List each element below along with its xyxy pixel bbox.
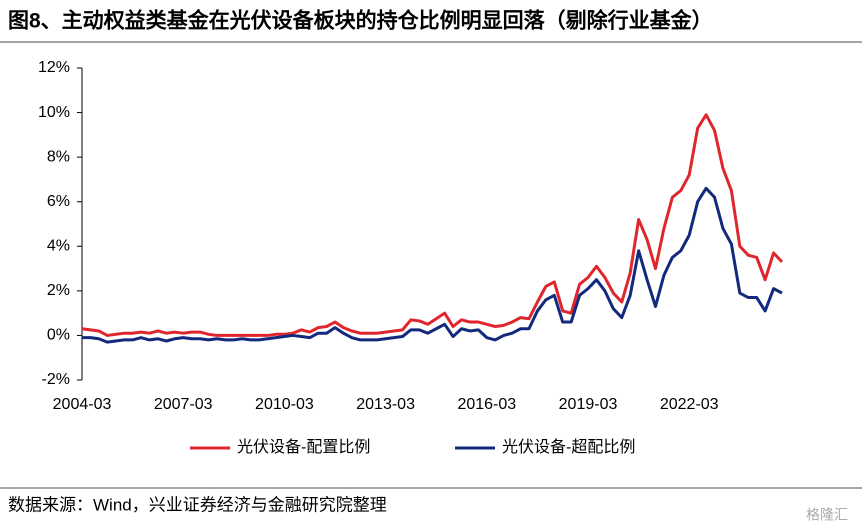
y-tick-label: 2%	[47, 282, 70, 299]
x-tick-label: 2010-03	[255, 396, 314, 413]
y-tick-label: 0%	[47, 327, 70, 344]
y-tick-label: -2%	[42, 371, 70, 388]
y-tick-label: 6%	[47, 193, 70, 210]
legend-label: 光伏设备-超配比例	[502, 438, 635, 456]
y-tick-label: 4%	[47, 238, 70, 255]
line-series	[82, 186, 783, 344]
y-tick-label: 12%	[38, 59, 70, 76]
x-tick-label: 2019-03	[559, 396, 618, 413]
x-tick-label: 2016-03	[457, 396, 516, 413]
x-tick-label: 2007-03	[154, 396, 213, 413]
x-tick-label: 2004-03	[53, 396, 112, 413]
source: 数据来源：Wind，兴业证券经济与金融研究院整理	[8, 495, 387, 514]
y-tick-label: 8%	[47, 148, 70, 165]
watermark: 格隆汇	[806, 507, 848, 523]
x-tick-label: 2013-03	[356, 396, 415, 413]
line-series	[81, 113, 784, 337]
legend-label: 光伏设备-配置比例	[237, 438, 370, 456]
y-tick-label: 10%	[38, 104, 70, 121]
x-tick-label: 2022-03	[660, 396, 719, 413]
chart-title: 图8、主动权益类基金在光伏设备板块的持仓比例明显回落（剔除行业基金）	[8, 9, 713, 33]
